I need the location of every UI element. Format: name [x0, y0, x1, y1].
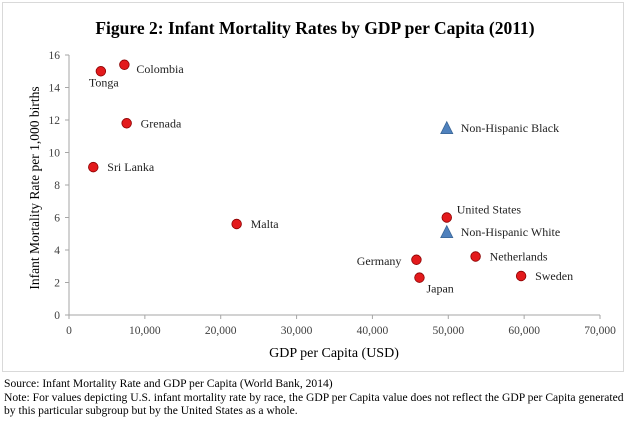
x-tick-label: 70,000	[584, 325, 616, 337]
label-non-hispanic-white: Non-Hispanic White	[461, 225, 560, 239]
point-colombia	[119, 59, 130, 70]
x-tick-label: 60,000	[508, 325, 540, 337]
data-points: Tonga Colombia Grenada Sri Lanka Malta United…	[88, 59, 573, 296]
source-note: Source: Infant Mortality Rate and GDP pe…	[4, 377, 333, 390]
label-colombia: Colombia	[136, 62, 184, 76]
label-grenada: Grenada	[141, 116, 182, 130]
x-tick-label: 30,000	[281, 325, 313, 337]
point-non-hispanic-white	[440, 224, 454, 239]
point-united-states	[441, 212, 452, 223]
x-tick-label: 0	[66, 325, 72, 337]
point-germany	[411, 254, 422, 265]
y-tick-label: 12	[49, 115, 61, 127]
point-tonga	[95, 66, 107, 77]
chart-title: Figure 2: Infant Mortality Rates by GDP …	[95, 18, 534, 38]
point-sri-lanka	[88, 161, 99, 173]
label-japan: Japan	[426, 282, 453, 296]
label-sri-lanka: Sri Lanka	[107, 160, 155, 174]
point-non-hispanic-black	[440, 120, 454, 135]
figure-notes: Source: Infant Mortality Rate and GDP pe…	[4, 377, 626, 418]
y-tick-label: 0	[54, 310, 60, 322]
label-malta: Malta	[251, 217, 280, 231]
point-malta	[231, 218, 242, 230]
y-tick-label: 10	[49, 148, 61, 160]
x-tick-label: 20,000	[205, 325, 237, 337]
y-tick-label: 6	[54, 213, 60, 225]
point-japan	[414, 272, 425, 283]
x-axis-label: GDP per Capita (USD)	[269, 346, 399, 361]
y-axis-label: Infant Mortality Rate per 1,000 births	[27, 86, 42, 289]
x-tick-label: 10,000	[129, 325, 161, 337]
x-tick-label: 50,000	[432, 325, 464, 337]
label-non-hispanic-black: Non-Hispanic Black	[461, 121, 559, 135]
race-note: Note: For values depicting U.S. infant m…	[4, 390, 624, 418]
y-tick-label: 14	[49, 83, 61, 95]
label-netherlands: Netherlands	[490, 250, 548, 264]
x-tick-label: 40,000	[357, 325, 389, 337]
point-netherlands	[470, 251, 481, 262]
y-tick-label: 16	[49, 50, 61, 62]
label-tonga: Tonga	[89, 75, 119, 89]
y-tick-label: 2	[54, 278, 60, 290]
chart-frame: Figure 2: Infant Mortality Rates by GDP …	[2, 2, 624, 372]
y-tick-label: 4	[54, 245, 60, 257]
point-grenada	[121, 118, 132, 129]
y-tick-label: 8	[54, 180, 60, 192]
axes: 0 2 4 6 8 10 12 14 16 0 10,000 20,000 30,000 40,000 50…	[49, 50, 617, 337]
label-united-states: United States	[457, 203, 522, 217]
point-sweden	[515, 270, 527, 282]
label-germany: Germany	[357, 254, 402, 268]
label-sweden: Sweden	[535, 269, 573, 283]
chart: Figure 2: Infant Mortality Rates by GDP …	[27, 18, 617, 361]
